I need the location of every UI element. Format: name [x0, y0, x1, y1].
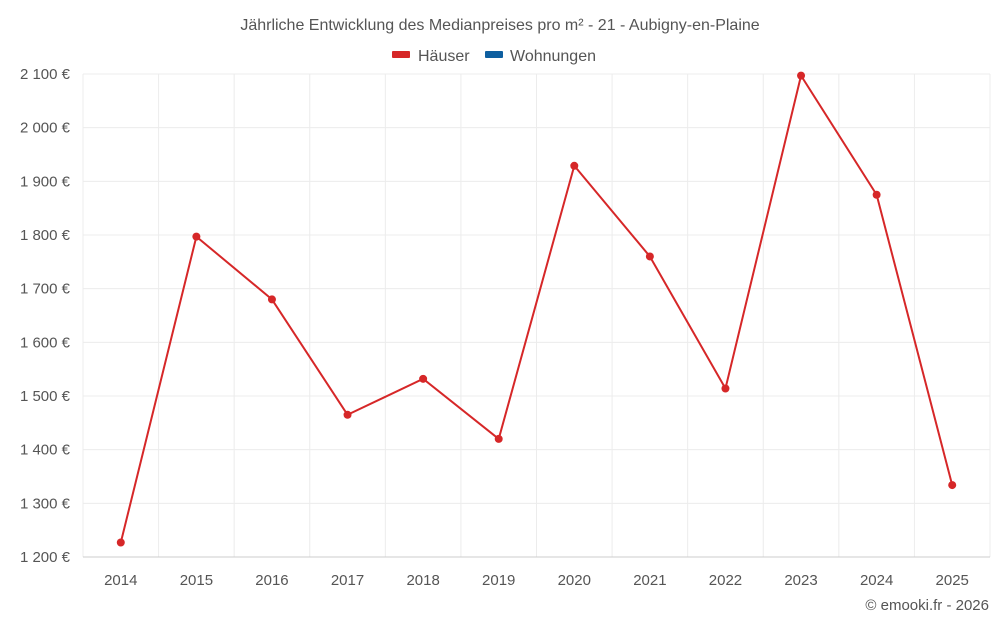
- y-tick-label: 1 400 €: [20, 442, 71, 459]
- x-tick-label: 2019: [482, 572, 515, 589]
- chart-title: Jährliche Entwicklung des Medianpreises …: [240, 17, 759, 34]
- data-point[interactable]: [797, 71, 806, 80]
- data-point[interactable]: [267, 295, 276, 304]
- x-tick-label: 2025: [936, 572, 969, 589]
- x-tick-label: 2020: [558, 572, 591, 589]
- y-tick-label: 1 800 €: [20, 227, 71, 244]
- y-tick-label: 2 100 €: [20, 66, 71, 83]
- legend-label-houses: Häuser: [418, 48, 470, 65]
- legend-item-apartments[interactable]: Wohnungen: [485, 48, 596, 65]
- x-tick-label: 2017: [331, 572, 364, 589]
- data-point[interactable]: [721, 384, 730, 393]
- data-point[interactable]: [419, 374, 428, 383]
- y-tick-label: 1 200 €: [20, 549, 71, 566]
- plot-area: [116, 71, 957, 547]
- y-tick-label: 2 000 €: [20, 120, 71, 137]
- grid: [82, 73, 991, 558]
- y-tick-label: 1 300 €: [20, 495, 71, 512]
- x-tick-label: 2016: [255, 572, 288, 589]
- legend: Häuser Wohnungen: [392, 48, 596, 65]
- data-point[interactable]: [872, 190, 881, 199]
- x-tick-label: 2014: [104, 572, 137, 589]
- y-tick-label: 1 700 €: [20, 281, 71, 298]
- y-tick-label: 1 500 €: [20, 388, 71, 405]
- data-point[interactable]: [343, 410, 352, 419]
- data-point[interactable]: [494, 434, 503, 443]
- x-tick-label: 2022: [709, 572, 742, 589]
- data-point[interactable]: [192, 232, 201, 241]
- y-tick-label: 1 600 €: [20, 334, 71, 351]
- x-tick-label: 2015: [180, 572, 213, 589]
- x-tick-label: 2023: [784, 572, 817, 589]
- legend-item-houses[interactable]: Häuser: [392, 48, 470, 65]
- data-point[interactable]: [948, 481, 957, 490]
- data-point[interactable]: [645, 252, 654, 261]
- series-line-0: [119, 74, 954, 543]
- y-tick-label: 1 900 €: [20, 173, 71, 190]
- data-point[interactable]: [116, 538, 125, 547]
- legend-swatch-houses: [392, 51, 410, 58]
- x-tick-label: 2018: [406, 572, 439, 589]
- y-axis: 1 200 € 1 300 € 1 400 € 1 500 € 1 600 € 1 700…: [20, 66, 71, 566]
- legend-swatch-apartments: [485, 51, 503, 58]
- x-axis: 2014 2015 2016 2017 2018 2019 2020 2021 2022 2023…: [104, 572, 969, 589]
- x-tick-label: 2024: [860, 572, 893, 589]
- data-point[interactable]: [570, 161, 579, 170]
- x-tick-label: 2021: [633, 572, 666, 589]
- credit-text: © emooki.fr - 2026: [865, 597, 989, 614]
- legend-label-apartments: Wohnungen: [510, 48, 596, 65]
